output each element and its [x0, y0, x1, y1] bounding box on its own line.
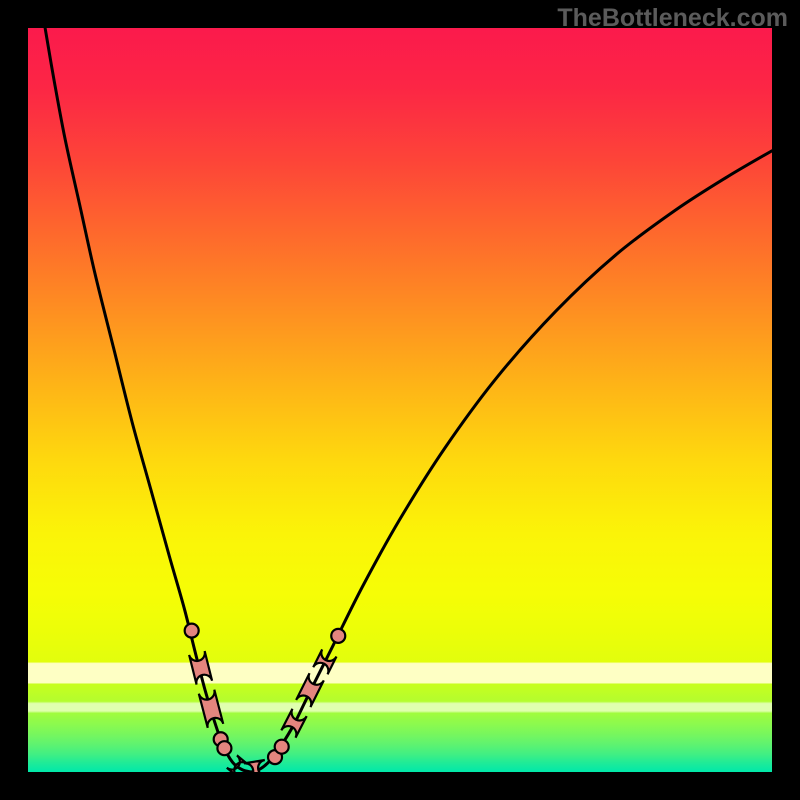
chart-svg	[28, 28, 772, 772]
chart-frame: TheBottleneck.com	[0, 0, 800, 800]
watermark-text: TheBottleneck.com	[557, 4, 788, 33]
gradient-background	[28, 28, 772, 772]
data-marker	[275, 740, 289, 754]
plot-area	[28, 28, 772, 772]
data-marker	[185, 624, 199, 638]
data-marker	[217, 741, 231, 755]
data-marker	[331, 629, 345, 643]
